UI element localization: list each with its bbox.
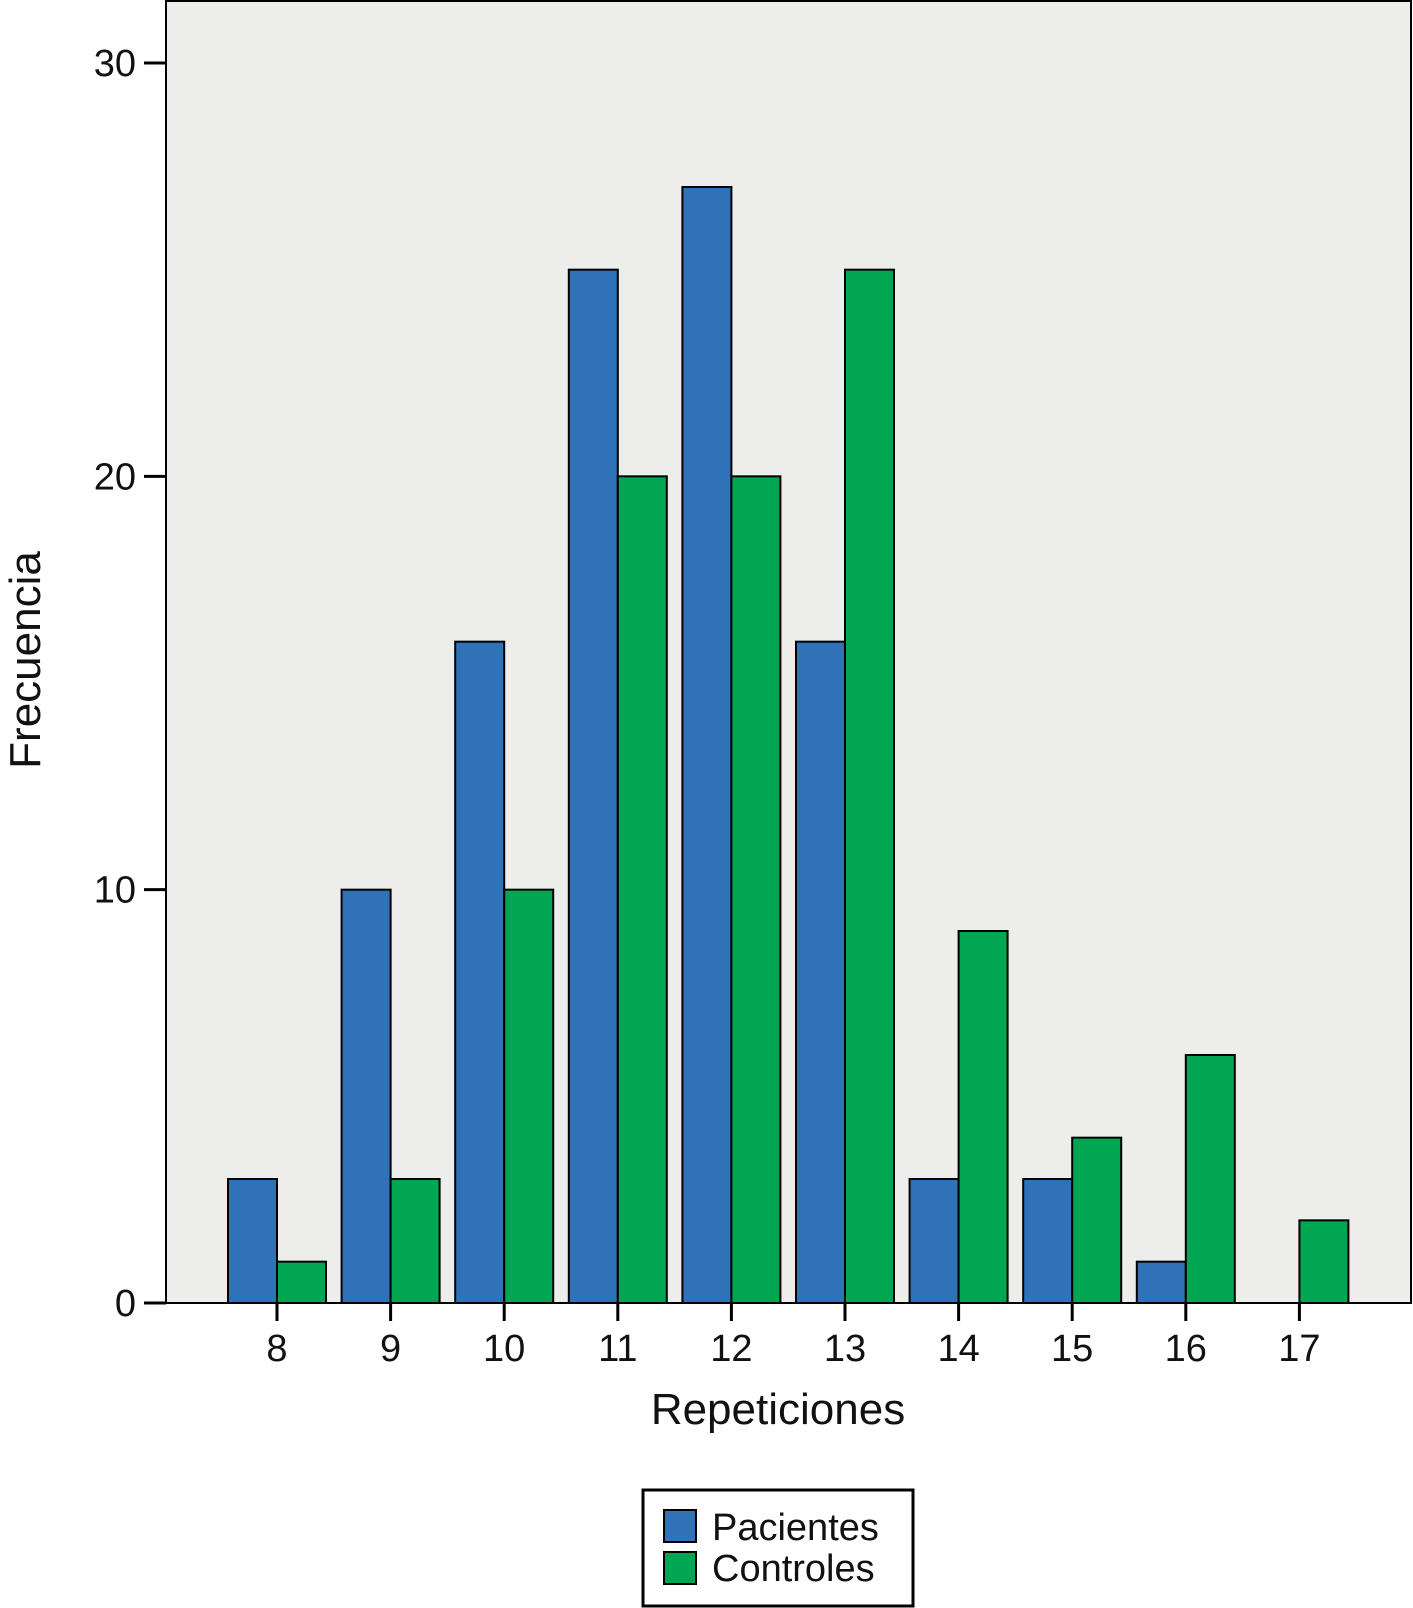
bar-pacientes-16	[1135, 1260, 1187, 1304]
bar-controles-9	[389, 1178, 441, 1304]
x-axis: 8 9 10 11 12 13 14 15 16 17	[266, 1303, 1321, 1370]
bar-pacientes-14	[908, 1178, 960, 1304]
x-tick-label-14: 14	[937, 1328, 979, 1370]
legend-swatch-controles	[663, 1551, 697, 1585]
y-tick-label-0: 0	[115, 1283, 136, 1325]
bar-pacientes-13	[795, 640, 846, 1304]
x-tick-label-9: 9	[380, 1328, 401, 1370]
x-axis-title: Repeticiones	[651, 1385, 905, 1434]
bar-controles-8	[276, 1260, 327, 1304]
bar-controles-17	[1298, 1219, 1350, 1305]
bar-pacientes-10	[454, 640, 506, 1304]
bar-pacientes-9	[340, 888, 392, 1305]
x-tick-label-15: 15	[1051, 1328, 1093, 1370]
bar-pacientes-12	[681, 186, 733, 1304]
x-tick-label-8: 8	[266, 1328, 287, 1370]
y-axis: 0 10 20 30	[94, 43, 166, 1325]
legend-label-controles: Controles	[712, 1548, 875, 1590]
legend: Pacientes Controles	[641, 1488, 915, 1608]
x-tick-label-11: 11	[598, 1328, 637, 1370]
bar-pacientes-15	[1022, 1178, 1074, 1304]
legend-label-pacientes: Pacientes	[712, 1507, 879, 1549]
legend-swatch-pacientes	[663, 1509, 697, 1543]
x-tick-label-12: 12	[710, 1328, 752, 1370]
bar-controles-14	[957, 930, 1009, 1304]
x-tick-label-13: 13	[824, 1328, 866, 1370]
bar-pacientes-11	[567, 268, 619, 1305]
y-tick-label-30: 30	[94, 43, 136, 85]
x-tick-label-10: 10	[483, 1328, 525, 1370]
x-tick-label-17: 17	[1278, 1328, 1320, 1370]
y-tick-label-20: 20	[94, 456, 136, 498]
y-axis-title: Frecuencia	[1, 551, 50, 769]
bar-controles-12	[730, 475, 782, 1305]
bar-pacientes-8	[227, 1178, 278, 1304]
bar-controles-10	[503, 888, 555, 1305]
y-tick-label-10: 10	[94, 870, 136, 912]
bar-controles-11	[616, 475, 668, 1305]
bars-group	[227, 186, 1350, 1305]
bar-controles-13	[844, 268, 895, 1305]
x-tick-label-16: 16	[1165, 1328, 1207, 1370]
bar-controles-15	[1071, 1136, 1123, 1304]
bar-controles-16	[1184, 1054, 1236, 1304]
